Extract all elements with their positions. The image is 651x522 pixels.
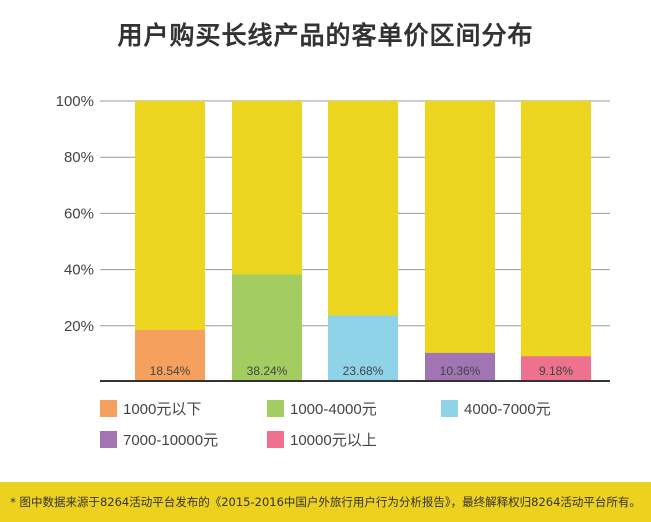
y-tick-label: 60% [64, 205, 94, 222]
bar [135, 329, 205, 382]
y-tick-label: 20% [64, 318, 94, 335]
legend-label: 1000-4000元 [290, 401, 377, 418]
footnote: * 图中数据来源于8264活动平台发布的《2015-2016中国户外旅行用户行为… [0, 482, 651, 522]
data-label: 23.68% [343, 364, 384, 378]
legend-label: 1000元以下 [123, 401, 202, 418]
y-tick-label: 80% [64, 149, 94, 166]
bar [328, 315, 398, 382]
legend-item: 1000-4000元 [267, 398, 377, 419]
y-tick-label: 100% [56, 93, 94, 110]
bar [232, 274, 302, 382]
legend-label: 10000元以上 [290, 432, 377, 449]
legend-item: 4000-7000元 [441, 398, 551, 419]
legend-item: 1000元以下 [100, 398, 201, 419]
legend-item: 7000-10000元 [100, 429, 218, 450]
data-label: 9.18% [539, 364, 573, 378]
chart-title: 用户购买长线产品的客单价区间分布 [117, 21, 534, 50]
bar-background [425, 101, 495, 382]
legend-swatch [267, 431, 284, 448]
legend-item: 10000元以上 [267, 429, 377, 450]
bar [425, 352, 495, 382]
bar [521, 356, 591, 382]
y-tick-label: 40% [64, 262, 94, 279]
data-label: 10.36% [440, 364, 481, 378]
bar-background [521, 101, 591, 382]
legend-label: 4000-7000元 [464, 401, 551, 418]
data-label: 18.54% [150, 364, 191, 378]
chart-plot: 20% 40% 60% 80% 100% 18.54% 38.24% 23.68% 10.36%… [56, 93, 610, 382]
legend-swatch [100, 400, 117, 417]
legend-swatch [441, 400, 458, 417]
legend-swatch [267, 400, 284, 417]
legend-swatch [100, 431, 117, 448]
data-label: 38.24% [247, 364, 288, 378]
legend-label: 7000-10000元 [123, 432, 219, 449]
